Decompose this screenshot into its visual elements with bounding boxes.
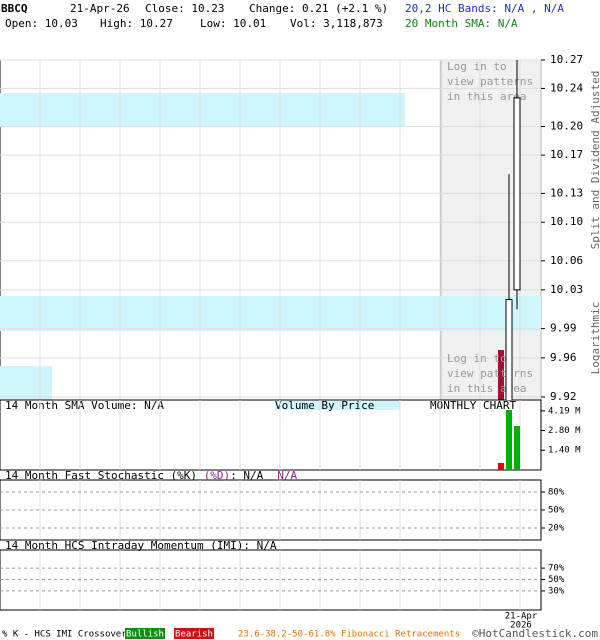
footer-text: % K - HCS IMI Crossover, bbox=[2, 630, 132, 640]
volume-bar bbox=[506, 410, 512, 470]
bearish-box bbox=[174, 628, 214, 639]
candle-body bbox=[513, 97, 521, 291]
high: High: 10.27 bbox=[100, 17, 173, 30]
fibonacci: 23.6-38.2-50-61.8% Fibonacci Retracement… bbox=[238, 630, 460, 640]
change: Change: 0.21 (+2.1 %) bbox=[249, 2, 388, 15]
y-tick-label: 30% bbox=[548, 586, 565, 596]
bullish: Bullish bbox=[126, 630, 164, 640]
open: Open: 10.03 bbox=[5, 17, 78, 30]
side-label: Logarithmic bbox=[589, 302, 600, 375]
date: 21-Apr-26 bbox=[70, 2, 130, 15]
y-tick-label: 10.03 bbox=[550, 283, 583, 296]
volume-bar bbox=[514, 425, 520, 470]
notice: view patterns bbox=[447, 367, 533, 380]
y-tick-label: 2.80 M bbox=[548, 426, 581, 436]
copyright: ©HotCandlestick.com bbox=[472, 627, 598, 640]
volume-panel bbox=[0, 399, 542, 471]
low: Low: 10.01 bbox=[200, 17, 266, 30]
y-tick-label: 9.99 bbox=[550, 322, 577, 335]
pattern-area bbox=[440, 59, 542, 401]
y-tick-label: 10.17 bbox=[550, 148, 583, 161]
panel-title: 14 Month SMA Volume: N/A bbox=[5, 399, 164, 412]
symbol: BBCQ bbox=[1, 2, 28, 15]
y-tick-label: 9.96 bbox=[550, 351, 577, 364]
y-tick-label: 10.24 bbox=[550, 81, 583, 94]
title-part: : N/A bbox=[230, 469, 263, 482]
y-tick-label: 9.92 bbox=[550, 390, 577, 403]
notice: in this area bbox=[447, 90, 526, 103]
volume-by-price bbox=[0, 93, 405, 127]
candle-body bbox=[505, 299, 513, 400]
date-label: 2026 bbox=[510, 621, 532, 631]
side-label: Split and Dividend Adjusted bbox=[589, 71, 600, 250]
bullish-box bbox=[125, 628, 165, 639]
y-tick-label: 50% bbox=[548, 575, 565, 585]
panel-label: Volume By Price bbox=[275, 399, 374, 412]
y-tick-label: 1.40 M bbox=[548, 446, 581, 456]
notice: Log in to bbox=[447, 352, 507, 365]
notice: view patterns bbox=[447, 75, 533, 88]
y-tick-label: 10.20 bbox=[550, 119, 583, 132]
y-tick-label: 80% bbox=[548, 488, 565, 498]
volume: Vol: 3,118,873 bbox=[290, 17, 383, 30]
panel-title: 14 Month HCS Intraday Momentum (IMI): N/… bbox=[5, 539, 277, 552]
y-tick-label: 10.06 bbox=[550, 254, 583, 267]
volume-bar bbox=[498, 462, 504, 470]
panel-title: 14 Month Fast Stochastic (%K) (%D): N/A N… bbox=[5, 469, 298, 482]
date-label: 21-Apr bbox=[505, 612, 538, 622]
notice: in this area bbox=[447, 382, 526, 395]
marker bbox=[498, 350, 504, 400]
y-tick-label: 10.13 bbox=[550, 186, 583, 199]
y-tick-label: 50% bbox=[548, 506, 565, 516]
close: Close: 10.23 bbox=[145, 2, 224, 15]
y-tick-label: 10.27 bbox=[550, 53, 583, 66]
grid bbox=[0, 59, 541, 400]
y-tick-label: 20% bbox=[548, 524, 565, 534]
title-part: (%D) bbox=[204, 469, 231, 482]
y-tick-label: 70% bbox=[548, 564, 565, 574]
panel-label: MONTHLY CHART bbox=[430, 399, 516, 412]
volume-by-price bbox=[0, 366, 52, 400]
label-bg bbox=[275, 401, 400, 410]
volume-by-price bbox=[0, 296, 541, 331]
notice: Log in to bbox=[447, 60, 507, 73]
bands: 20,2 HC Bands: N/A , N/A bbox=[405, 2, 564, 15]
title-part: 14 Month Fast Stochastic (%K) bbox=[5, 469, 204, 482]
y-tick-label: 10.10 bbox=[550, 215, 583, 228]
bearish: Bearish bbox=[175, 630, 213, 640]
sma: 20 Month SMA: N/A bbox=[405, 17, 518, 30]
title-part: N/A bbox=[277, 469, 297, 482]
y-tick-label: 4.19 M bbox=[548, 406, 581, 416]
